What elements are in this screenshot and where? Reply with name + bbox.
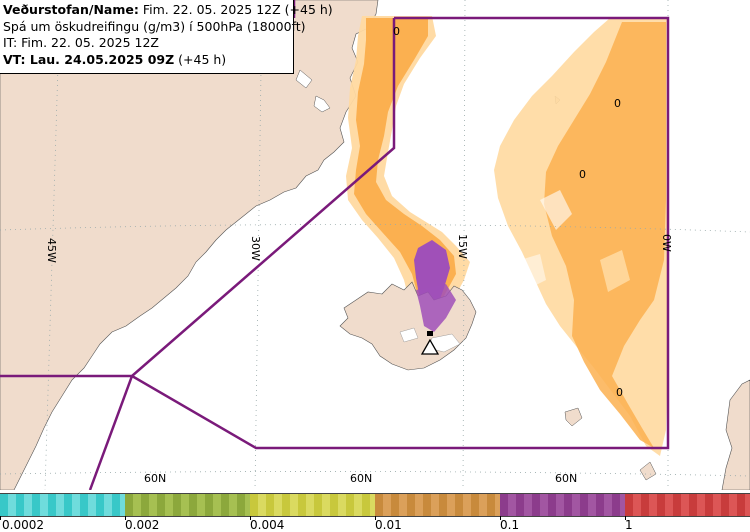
contour-label: 0 (614, 97, 621, 110)
volcano-marker-icon[interactable] (420, 338, 440, 355)
map-canvas[interactable]: 45W 30W 15W 0W 60N 60N 60N 0 0 0 0 (0, 0, 750, 490)
lon-label-0w: 0W (660, 234, 673, 252)
lat-label-60n: 60N (144, 472, 166, 485)
fir-boundary (0, 0, 670, 490)
contour-label: 0 (579, 168, 586, 181)
legend-swatch-2 (125, 493, 250, 517)
island-shape (639, 461, 657, 481)
info-valid-label: VT: Lau. 24.05.2025 09Z (3, 51, 175, 67)
info-name-value: Fim. 22. 05. 2025 12Z (+45 h) (142, 2, 333, 17)
legend-label-3: 0.01 (375, 518, 402, 532)
legend-label-2: 0.004 (250, 518, 285, 532)
legend-tick (625, 516, 626, 520)
plume-gap (540, 190, 572, 230)
ash-plume-east-orange (544, 22, 666, 448)
legend-swatch-6 (625, 493, 750, 517)
legend-label-1: 0.002 (125, 518, 160, 532)
legend-swatch-1 (0, 493, 125, 517)
info-valid-value: (+45 h) (178, 51, 227, 67)
legend-tick (250, 516, 251, 520)
lon-label-45w: 45W (45, 238, 58, 263)
legend-tick (375, 516, 376, 520)
legend-label-4: 0.1 (500, 518, 520, 532)
plume-gap (600, 250, 630, 292)
contour-label: 0 (616, 386, 623, 399)
legend-swatch-3 (250, 493, 375, 517)
legend-tick (125, 516, 126, 520)
lon-label-30w: 30W (249, 236, 262, 261)
legend-label-5: 1 (625, 518, 633, 532)
volcano-source-point (427, 331, 433, 336)
info-row-valid-time: VT: Lau. 24.05.2025 09Z (+45 h) (3, 52, 290, 69)
info-row-name: Veðurstofan/Name: Fim. 22. 05. 2025 12Z … (3, 2, 333, 19)
info-row-description: Spá um öskudreifingu (g/m3) í 500hPa (18… (3, 18, 306, 34)
lat-label-60n: 60N (350, 472, 372, 485)
norway-coast (721, 379, 750, 490)
legend-tick (500, 516, 501, 520)
lat-label-60n: 60N (555, 472, 577, 485)
legend-swatch-5 (500, 493, 625, 517)
legend-label-0: 0.0002 (2, 518, 44, 532)
concentration-legend: 0.0002 0.002 0.004 0.01 0.1 1 (0, 490, 750, 532)
forecast-info-box: Veðurstofan/Name: Fim. 22. 05. 2025 12Z … (0, 0, 333, 74)
lon-label-15w: 15W (456, 234, 469, 259)
fjord-shape (295, 69, 313, 89)
legend-tick (0, 516, 1, 520)
glacier-shape (399, 327, 419, 343)
info-row-issue-time: IT: Fim. 22. 05. 2025 12Z (3, 35, 159, 50)
contour-label: 0 (393, 25, 400, 38)
plume-gap (520, 254, 546, 290)
legend-swatch-4 (375, 493, 500, 517)
ash-over-iceland (416, 284, 456, 332)
fjord-shape (313, 95, 331, 113)
island-shape (564, 407, 583, 427)
info-name-label: Veðurstofan/Name: (3, 2, 139, 17)
